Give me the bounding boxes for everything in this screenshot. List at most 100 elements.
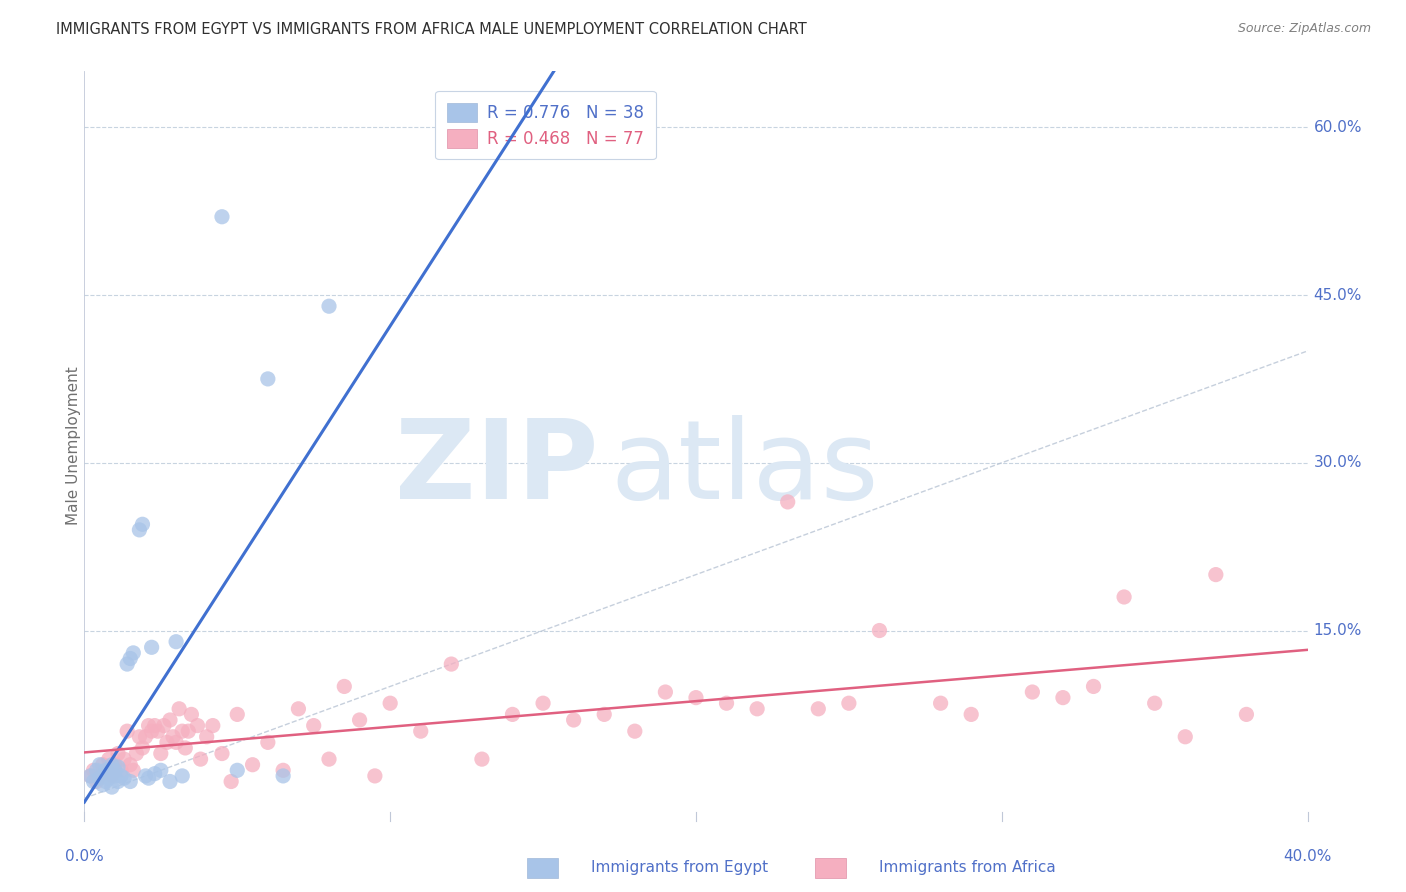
Point [190, 752, 212, 766]
Point [135, 769, 157, 783]
Point [138, 771, 160, 785]
Text: Source: ZipAtlas.com: Source: ZipAtlas.com [1237, 22, 1371, 36]
Point [593, 707, 616, 722]
Point [1083, 680, 1105, 694]
Point [186, 718, 208, 732]
Point [257, 372, 280, 386]
Point [869, 624, 891, 638]
Point [104, 769, 127, 783]
Point [120, 651, 142, 665]
Point [776, 495, 799, 509]
Legend: R = 0.776   N = 38, R = 0.468   N = 77: R = 0.776 N = 38, R = 0.468 N = 77 [436, 91, 655, 160]
Point [101, 780, 124, 794]
Text: atlas: atlas [610, 415, 879, 522]
Point [654, 685, 676, 699]
Point [128, 730, 150, 744]
Point [219, 774, 242, 789]
Point [302, 718, 325, 732]
Point [226, 707, 249, 722]
Point [318, 299, 340, 313]
Text: 15.0%: 15.0% [1313, 623, 1362, 638]
Point [83, 774, 105, 789]
Point [83, 764, 105, 778]
Point [107, 747, 129, 761]
Point [838, 696, 860, 710]
Point [94, 764, 117, 778]
Point [531, 696, 554, 710]
Text: 40.0%: 40.0% [1284, 848, 1331, 863]
Point [135, 730, 157, 744]
Point [94, 764, 117, 778]
Point [79, 769, 101, 783]
Point [960, 707, 983, 722]
Point [89, 769, 111, 783]
Point [716, 696, 738, 710]
Point [156, 735, 179, 749]
Point [349, 713, 371, 727]
Point [1114, 590, 1136, 604]
Point [174, 741, 197, 756]
Point [226, 764, 249, 778]
Point [131, 517, 153, 532]
Point [409, 724, 432, 739]
Point [167, 702, 190, 716]
Point [91, 778, 114, 792]
Point [1174, 730, 1197, 744]
Point [1052, 690, 1074, 705]
Point [1021, 685, 1043, 699]
Point [287, 702, 309, 716]
Point [502, 707, 524, 722]
Point [128, 523, 150, 537]
Point [115, 657, 138, 671]
Point [89, 757, 111, 772]
Text: ZIP: ZIP [395, 415, 598, 522]
Point [146, 724, 169, 739]
Text: 45.0%: 45.0% [1313, 287, 1362, 302]
Point [201, 718, 224, 732]
Point [138, 718, 160, 732]
Text: 0.0%: 0.0% [65, 848, 104, 863]
Point [257, 735, 280, 749]
Text: 60.0%: 60.0% [1313, 120, 1362, 135]
Point [112, 752, 135, 766]
Point [159, 774, 181, 789]
Point [562, 713, 585, 727]
Point [122, 646, 145, 660]
Point [153, 718, 176, 732]
Point [165, 634, 187, 648]
Point [624, 724, 647, 739]
Point [89, 771, 111, 785]
Point [162, 730, 184, 744]
Point [271, 769, 294, 783]
Point [242, 757, 264, 772]
Point [141, 724, 163, 739]
Point [101, 757, 124, 772]
Point [79, 769, 101, 783]
Point [180, 707, 202, 722]
Point [110, 764, 132, 778]
Point [271, 764, 294, 778]
Point [364, 769, 387, 783]
Point [165, 735, 187, 749]
Point [172, 769, 194, 783]
Point [101, 769, 124, 783]
Point [143, 766, 166, 780]
Point [807, 702, 830, 716]
Point [929, 696, 952, 710]
Point [120, 757, 142, 772]
Point [91, 769, 114, 783]
Point [440, 657, 463, 671]
Point [94, 774, 117, 789]
Point [1205, 567, 1227, 582]
Point [131, 741, 153, 756]
Text: 30.0%: 30.0% [1313, 455, 1362, 470]
Point [159, 713, 181, 727]
Point [97, 766, 120, 780]
Point [91, 757, 114, 772]
Point [211, 747, 233, 761]
Point [97, 771, 120, 785]
Point [685, 690, 707, 705]
Point [143, 718, 166, 732]
Point [107, 774, 129, 789]
Point [112, 771, 135, 785]
